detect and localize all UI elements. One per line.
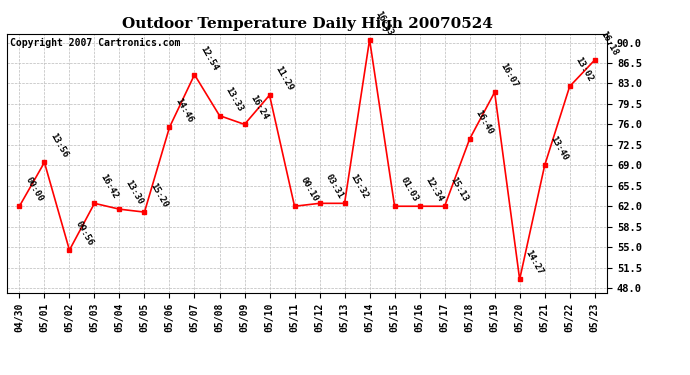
Text: 16:42: 16:42 [99,173,120,201]
Text: 16:13: 16:13 [374,9,395,37]
Text: 13:56: 13:56 [48,132,70,160]
Text: 16:18: 16:18 [599,30,620,57]
Text: 13:02: 13:02 [574,56,595,84]
Text: 12:54: 12:54 [199,44,220,72]
Title: Outdoor Temperature Daily High 20070524: Outdoor Temperature Daily High 20070524 [121,17,493,31]
Text: 11:29: 11:29 [274,64,295,92]
Text: 15:32: 15:32 [348,173,370,201]
Text: 03:31: 03:31 [324,173,345,201]
Text: 14:27: 14:27 [524,249,545,277]
Text: 15:20: 15:20 [148,182,170,209]
Text: 01:03: 01:03 [399,176,420,204]
Text: 16:40: 16:40 [474,108,495,136]
Text: 13:30: 13:30 [124,178,145,206]
Text: 16:24: 16:24 [248,94,270,122]
Text: 09:56: 09:56 [74,219,95,248]
Text: Copyright 2007 Cartronics.com: Copyright 2007 Cartronics.com [10,38,180,48]
Text: 00:10: 00:10 [299,176,320,204]
Text: 12:34: 12:34 [424,176,445,204]
Text: 00:00: 00:00 [23,176,45,204]
Text: 14:46: 14:46 [174,97,195,124]
Text: 16:07: 16:07 [499,62,520,90]
Text: 15:13: 15:13 [448,176,470,204]
Text: 13:33: 13:33 [224,85,245,113]
Text: 13:40: 13:40 [549,135,570,162]
